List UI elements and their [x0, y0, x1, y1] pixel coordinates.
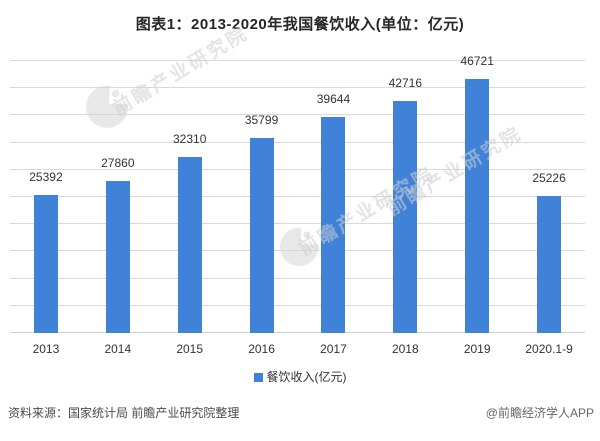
gridline — [10, 250, 585, 252]
gridline — [10, 277, 585, 279]
legend: 餐饮收入(亿元) — [0, 368, 600, 385]
data-label: 32310 — [173, 132, 207, 146]
bar-2017 — [321, 117, 346, 333]
bar-2015 — [177, 157, 202, 333]
bar-2020.1-9 — [537, 196, 562, 333]
data-label: 25392 — [29, 170, 63, 184]
gridline — [10, 168, 585, 170]
x-axis-tick-label: 2014 — [104, 342, 132, 356]
chart-title: 图表1：2013-2020年我国餐饮收入(单位：亿元) — [135, 16, 465, 33]
bar-2016 — [249, 138, 274, 333]
data-label: 39644 — [316, 92, 351, 106]
x-axis-tick-label: 2020.1-9 — [525, 342, 573, 356]
gridline — [10, 60, 585, 61]
x-axis-tick-label: 2013 — [32, 342, 60, 356]
data-label: 42716 — [388, 76, 422, 90]
x-axis-tick-label: 2018 — [391, 342, 419, 356]
gridline — [10, 87, 585, 89]
x-axis-tick-label: 2017 — [320, 342, 347, 356]
credit-attribution: @前瞻经济学人APP — [485, 406, 594, 420]
data-label: 27860 — [101, 156, 135, 170]
x-axis-tick-label: 2019 — [463, 342, 491, 356]
plot-area: 25392 2013 27860 2014 32310 2015 35799 2016 3964… — [10, 55, 585, 356]
gridline — [10, 114, 585, 116]
bar-2014 — [105, 181, 130, 333]
gridline — [10, 304, 585, 306]
x-axis-tick-label: 2016 — [248, 342, 275, 356]
data-label: 35799 — [244, 113, 279, 127]
legend-marker-square-icon — [253, 373, 263, 382]
gridline — [10, 141, 585, 143]
source-attribution: 资料来源：国家统计局 前瞻产业研究院整理 — [8, 406, 240, 420]
gridline — [10, 196, 585, 197]
bar-2019 — [465, 79, 490, 333]
data-label: 25226 — [532, 171, 566, 185]
bar-2018 — [393, 101, 418, 333]
bar-2013 — [33, 195, 58, 333]
x-axis-tick-label: 2015 — [176, 342, 204, 356]
legend-label: 餐饮收入(亿元) — [266, 370, 347, 384]
footer: 资料来源：国家统计局 前瞻产业研究院整理 @前瞻经济学人APP — [0, 404, 600, 421]
x-axis-line — [10, 332, 585, 333]
data-label: 46721 — [460, 54, 494, 68]
gridline — [10, 223, 585, 225]
